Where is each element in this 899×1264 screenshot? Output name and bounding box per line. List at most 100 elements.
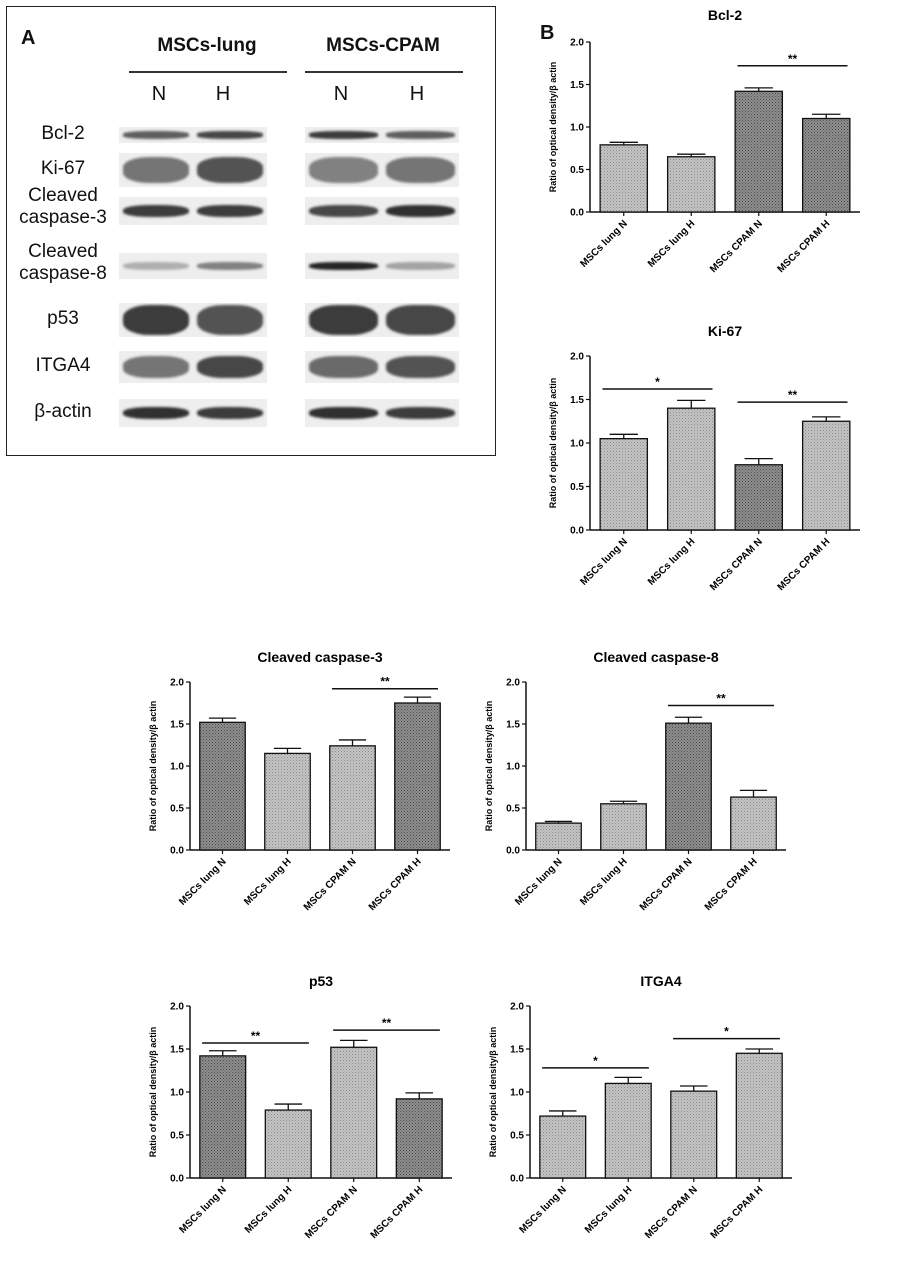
- blot-band: [123, 131, 189, 139]
- chart-cleaved-caspase-8: Cleaved caspase-8 Ratio of optical densit…: [484, 649, 786, 913]
- blot-band: [123, 406, 189, 420]
- chart-ki67: Ki-67 Ratio of optical density/β actin 0.0…: [548, 323, 860, 593]
- blot-band: [386, 304, 455, 336]
- blot-strip: [119, 127, 267, 143]
- bar: [735, 1052, 783, 1179]
- blot-strip: [119, 303, 267, 337]
- y-tick-label: 0.5: [570, 165, 584, 176]
- y-tick-label: 1.5: [170, 1045, 184, 1056]
- y-tick-label: 0.0: [570, 208, 584, 219]
- x-tick-label: MSCs CPAM N: [302, 856, 359, 913]
- blot-band: [123, 304, 189, 336]
- y-tick-label: 1.5: [170, 720, 184, 731]
- blot-row-label: Ki-67: [40, 158, 86, 179]
- chart-title: Cleaved caspase-8: [593, 649, 719, 665]
- blot-row-label: Cleaved caspase-8: [19, 241, 107, 284]
- y-axis-label: Ratio of optical density/β actin: [484, 701, 494, 832]
- x-tick-label: MSCs lung H: [578, 856, 629, 907]
- blot-band: [123, 262, 189, 270]
- bar: [199, 721, 246, 851]
- y-tick-label: 0.0: [170, 1174, 184, 1185]
- bar: [599, 438, 649, 531]
- blot-band: [386, 131, 455, 139]
- blot-strip: [119, 253, 267, 279]
- bar: [665, 722, 712, 851]
- panel-a-letter: A: [21, 27, 36, 49]
- bar: [394, 702, 441, 851]
- x-tick-label: MSCs CPAM H: [709, 1184, 766, 1241]
- blot-band: [309, 204, 378, 218]
- chart-p53: p53 Ratio of optical density/β actin 0.0 0.…: [148, 973, 452, 1241]
- blot-strip: [305, 351, 459, 383]
- bar: [330, 1046, 378, 1179]
- x-tick-label: MSCs lung H: [646, 218, 697, 269]
- x-tick-label: MSCs lung H: [646, 536, 697, 587]
- y-tick-label: 0.5: [570, 482, 584, 493]
- y-axis-label: Ratio of optical density/β actin: [548, 378, 558, 509]
- x-tick-label: MSCs lung H: [242, 856, 293, 907]
- group-label-cpam: MSCs-CPAM: [326, 35, 440, 56]
- chart-title: Cleaved caspase-3: [257, 649, 383, 665]
- significance-label: **: [788, 388, 798, 402]
- blot-band: [123, 355, 189, 379]
- bar: [604, 1082, 652, 1179]
- y-tick-label: 1.0: [170, 1088, 184, 1099]
- x-tick-label: MSCs lung N: [177, 1184, 228, 1235]
- y-tick-label: 1.5: [570, 80, 584, 91]
- x-tick-label: MSCs lung N: [578, 536, 629, 587]
- significance-label: **: [788, 52, 798, 66]
- bar: [600, 803, 647, 851]
- significance-label: *: [593, 1054, 598, 1068]
- significance-label: *: [655, 375, 660, 389]
- y-tick-label: 2.0: [510, 1002, 524, 1013]
- significance-label: *: [724, 1025, 729, 1039]
- bar: [801, 117, 851, 213]
- bar: [801, 420, 851, 531]
- significance-label: **: [382, 1016, 392, 1030]
- x-tick-label: MSCs CPAM H: [776, 536, 833, 593]
- y-tick-label: 1.0: [506, 762, 520, 773]
- bar: [734, 90, 784, 213]
- blot-strip: [119, 197, 267, 225]
- group-label-lung: MSCs-lung: [157, 35, 257, 56]
- y-axis-label: Ratio of optical density/β actin: [548, 62, 558, 193]
- lane-label: N: [333, 83, 349, 105]
- y-tick-label: 1.0: [570, 123, 584, 134]
- blot-row-label: p53: [47, 308, 79, 329]
- y-tick-label: 1.5: [570, 395, 584, 406]
- western-blot-panel: A MSCs-lung MSCs-CPAM N H N H Bcl-2 Ki-67…: [6, 6, 496, 456]
- blot-strip: [305, 197, 459, 225]
- x-tick-label: MSCs lung N: [578, 218, 629, 269]
- group-underline-cpam: [305, 71, 463, 73]
- blot-row-label: Cleaved caspase-3: [19, 185, 107, 228]
- blot-band: [386, 406, 455, 420]
- bar: [599, 144, 649, 213]
- blot-strip: [305, 127, 459, 143]
- lane-label: H: [409, 83, 425, 105]
- blot-band: [309, 355, 378, 379]
- x-tick-label: MSCs CPAM H: [367, 856, 424, 913]
- y-tick-label: 1.0: [570, 439, 584, 450]
- blot-band: [309, 262, 378, 270]
- significance-label: **: [251, 1029, 261, 1043]
- bar: [535, 822, 582, 851]
- blot-strip: [305, 253, 459, 279]
- blot-band: [197, 262, 263, 270]
- blot-band: [197, 355, 263, 379]
- x-tick-label: MSCs CPAM N: [638, 856, 695, 913]
- bar: [395, 1098, 443, 1179]
- y-tick-label: 0.5: [170, 804, 184, 815]
- blot-strip: [305, 303, 459, 337]
- y-tick-label: 0.0: [570, 526, 584, 537]
- y-tick-label: 2.0: [170, 678, 184, 689]
- x-tick-label: MSCs CPAM N: [708, 536, 765, 593]
- blot-band: [309, 406, 378, 420]
- blot-band: [386, 262, 455, 270]
- y-tick-label: 0.5: [506, 804, 520, 815]
- blot-band: [386, 157, 455, 183]
- blot-strip: [305, 153, 459, 187]
- blot-strip: [119, 153, 267, 187]
- x-tick-label: MSCs lung N: [517, 1184, 568, 1235]
- blot-row-label: ITGA4: [35, 355, 91, 376]
- panel-b-letter: B: [540, 22, 555, 44]
